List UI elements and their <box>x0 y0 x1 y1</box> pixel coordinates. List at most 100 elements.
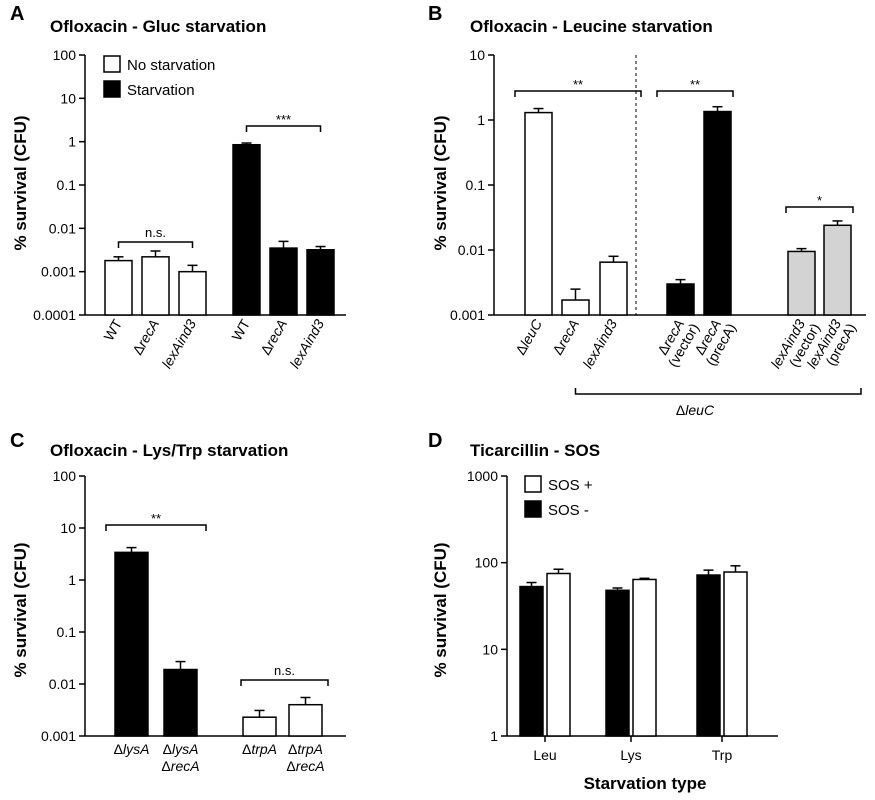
panel-d-x-tick-label: Lys <box>620 747 641 763</box>
panel-a-y-tick-label: 0.001 <box>41 264 76 280</box>
panel-d-bar <box>605 589 630 737</box>
panel-d-legend-swatch <box>524 475 542 493</box>
label-part: Δ <box>114 741 123 757</box>
panel-c-bar <box>242 716 277 737</box>
panel-d: D Ticarcillin - SOS % survival (CFU) Sta… <box>428 430 778 793</box>
panel-b-title: Ofloxacin - Leucine starvation <box>470 17 713 36</box>
panel-b-significance-bracket <box>514 90 642 97</box>
panel-a-significance-bracket <box>245 125 322 132</box>
panel-a-legend-label: No starvation <box>127 57 215 74</box>
label-part: Δ <box>163 741 172 757</box>
panel-d-y-tick-label: 1 <box>490 728 498 744</box>
panel-a-significance-bracket <box>117 241 194 248</box>
panel-c-significance-bracket <box>240 679 329 686</box>
panel-d-bar <box>546 572 571 737</box>
panel-c-x-tick-label-line: ΔrecA <box>161 758 199 774</box>
panel-c-label: C <box>10 430 24 452</box>
panel-b-y-tick-label: 1 <box>477 112 485 128</box>
label-part: recA <box>171 758 200 774</box>
panel-b-y-tick-label: 0.1 <box>466 177 486 193</box>
panel-a-significance-label: n.s. <box>145 225 166 240</box>
panel-b-x-tick-label-line: ΔleuC <box>512 316 545 358</box>
panel-a-y-tick-label: 0.1 <box>57 177 77 193</box>
panel-d-x-axis-label: Starvation type <box>584 774 707 793</box>
label-part: Δ <box>242 741 251 757</box>
panel-d-x-tick-label: Leu <box>533 747 556 763</box>
panel-d-label: D <box>428 430 442 452</box>
panel-c-significance-label: ** <box>151 511 161 526</box>
panel-a-bar <box>269 247 298 316</box>
panel-d-y-tick-label: 10 <box>482 641 498 657</box>
panel-a-x-tick-label: lexAind3 <box>286 316 327 371</box>
panel-d-legend-label: SOS - <box>548 502 589 519</box>
panel-a-title: Ofloxacin - Gluc starvation <box>50 17 266 36</box>
panel-c-bar <box>288 703 323 737</box>
panel-c-x-tick-label-line: ΔrecA <box>286 758 324 774</box>
label-part: recA <box>296 758 325 774</box>
panel-d-bar <box>632 578 657 737</box>
panel-c-significance-label: n.s. <box>274 663 295 678</box>
panel-a-bar <box>306 249 335 316</box>
panel-a-x-tick-label-line: WT <box>100 316 125 343</box>
label-part: trpA <box>251 741 277 757</box>
panel-a-y-axis-label: % survival (CFU) <box>11 115 30 250</box>
panel-b-group-bracket <box>574 388 862 395</box>
panel-d-bar <box>519 585 544 737</box>
panel-a-y-tick-label: 100 <box>53 47 77 63</box>
panel-a-x-tick-label: WT <box>100 316 125 343</box>
panel-c: C Ofloxacin - Lys/Trp starvation % survi… <box>10 430 346 774</box>
panel-a-legend-swatch <box>103 80 121 98</box>
panel-a-x-tick-label-line: ΔrecA <box>257 317 290 358</box>
panel-d-x-tick-label: Trp <box>712 747 733 763</box>
panel-a-y-tick-label: 10 <box>60 90 76 106</box>
panel-a-x-tick-label-line: WT <box>228 316 253 343</box>
label-part: lexAind3 <box>579 316 620 371</box>
label-part: Δ <box>286 758 295 774</box>
panel-a-bar <box>104 259 133 316</box>
panel-a-significance-label: *** <box>276 112 291 127</box>
panel-c-y-tick-label: 0.1 <box>57 624 77 640</box>
label-part: recA <box>262 317 290 350</box>
panel-a-y-tick-label: 1 <box>68 134 76 150</box>
label-part: lysA <box>172 741 198 757</box>
panel-b-group-bracket-label: ΔleuC <box>676 402 715 418</box>
panel-c-x-tick-label-line: ΔtrpA <box>288 741 323 757</box>
panel-b-significance-label: * <box>817 193 822 208</box>
panel-b-y-tick-label: 0.01 <box>458 242 485 258</box>
label-part: leuC <box>685 402 715 418</box>
panel-c-title: Ofloxacin - Lys/Trp starvation <box>50 441 288 460</box>
label-part: lexAind3 <box>158 316 199 371</box>
panel-b-significance-bracket <box>785 206 854 213</box>
panel-b-y-tick-label: 10 <box>469 47 485 63</box>
panel-a-x-tick-label-line: lexAind3 <box>158 316 199 371</box>
panel-b: B Ofloxacin - Leucine starvation % survi… <box>428 3 866 418</box>
label-part: Δ <box>288 741 297 757</box>
label-part: Δ <box>161 758 170 774</box>
panel-b-x-tick-label-line: lexAind3 <box>579 316 620 371</box>
panel-a-y-tick-label: 0.01 <box>49 220 76 236</box>
panel-a-bar <box>232 143 261 316</box>
panel-a-label: A <box>10 3 24 25</box>
label-part: lysA <box>123 741 149 757</box>
panel-a-bar <box>141 256 170 316</box>
panel-b-y-tick-label: 0.001 <box>450 307 485 323</box>
panel-a-x-tick-label: lexAind3 <box>158 316 199 371</box>
label-part: leuC <box>517 316 546 350</box>
panel-d-title: Ticarcillin - SOS <box>470 441 600 460</box>
panel-b-significance-label: ** <box>690 77 700 92</box>
label-part: Δ <box>676 402 685 418</box>
panel-c-y-tick-label: 0.001 <box>41 728 76 744</box>
panel-c-x-tick-label: ΔtrpA <box>242 741 277 757</box>
panel-c-y-tick-label: 1 <box>68 572 76 588</box>
panel-a-legend-label: Starvation <box>127 82 195 99</box>
panel-a-x-tick-label: WT <box>228 316 253 343</box>
label-part: WT <box>228 316 253 343</box>
panel-c-y-tick-label: 10 <box>60 520 76 536</box>
panel-a-x-tick-label-line: lexAind3 <box>286 316 327 371</box>
panel-d-y-axis-label: % survival (CFU) <box>431 542 450 677</box>
panel-a-bar <box>178 270 207 316</box>
